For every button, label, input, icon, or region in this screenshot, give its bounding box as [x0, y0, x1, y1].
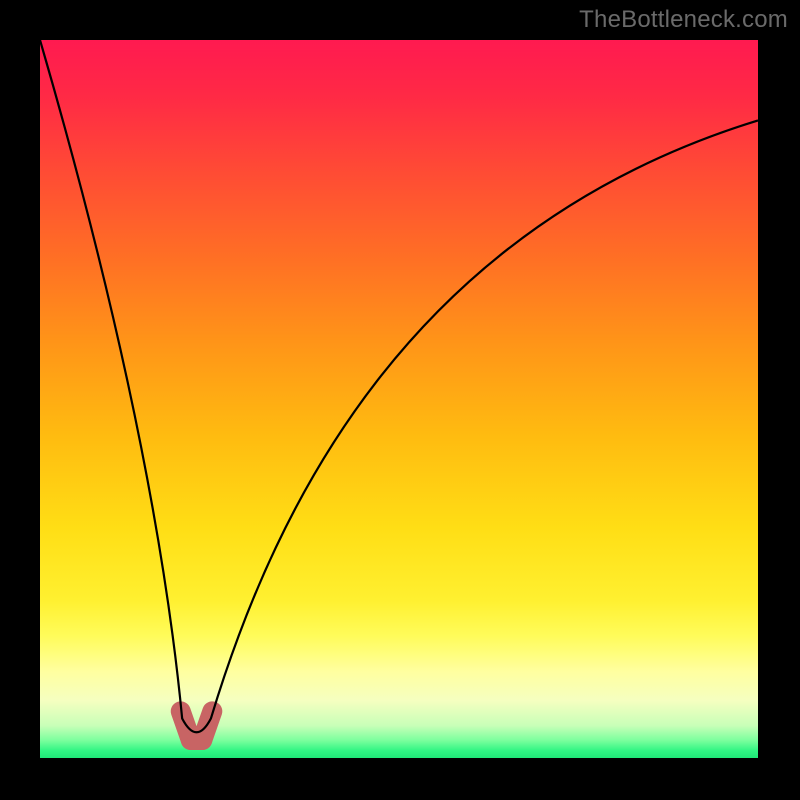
plot-svg: [40, 40, 758, 758]
watermark-text: TheBottleneck.com: [579, 6, 788, 34]
stage: TheBottleneck.com: [0, 0, 800, 800]
plot-area: [40, 40, 758, 758]
gradient-panel: [40, 40, 758, 758]
trough-dot: [197, 720, 215, 738]
